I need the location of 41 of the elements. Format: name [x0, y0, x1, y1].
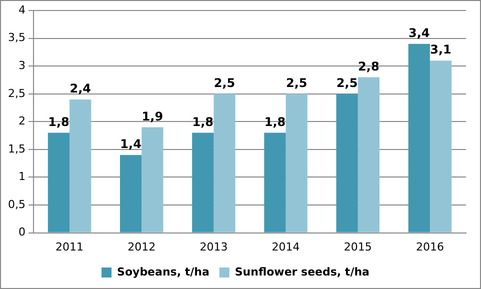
data-label: 3,4: [408, 26, 430, 40]
bar: [48, 132, 70, 232]
bar: [336, 94, 358, 232]
x-tick-label: 2016: [416, 240, 444, 254]
data-label: 2,5: [214, 76, 236, 90]
y-tick-label: 4: [18, 3, 26, 16]
bar: [192, 132, 214, 232]
y-tick-label: 2: [18, 114, 26, 128]
data-label: 1,8: [48, 114, 70, 129]
bar: [408, 44, 430, 232]
y-tick-label: 0,5: [8, 198, 26, 211]
bar: [142, 127, 164, 232]
y-tick-label: 2,5: [8, 86, 26, 100]
x-tick-label: 2011: [56, 240, 84, 254]
x-tick-label: 2013: [200, 240, 228, 254]
data-label: 1,8: [264, 114, 286, 129]
data-label: 3,1: [430, 42, 452, 57]
data-label: 2,8: [358, 59, 380, 74]
legend-label: Sunflower seeds, t/ha: [234, 265, 370, 278]
bar: [214, 94, 236, 232]
data-label: 2,5: [286, 76, 308, 90]
x-tick-label: 2014: [272, 240, 300, 254]
data-label: 1,9: [142, 109, 164, 124]
x-tick-label: 2012: [128, 240, 156, 254]
y-tick-label: 0: [18, 226, 26, 239]
bar: [286, 94, 308, 232]
x-tick-label: 2015: [344, 240, 372, 254]
data-label: 1,4: [120, 137, 142, 152]
data-label: 1,8: [192, 114, 214, 129]
y-tick-label: 1,5: [8, 142, 26, 156]
bar: [430, 60, 452, 232]
bar: [120, 155, 142, 232]
data-label: 2,4: [70, 82, 91, 96]
data-label: 2,5: [336, 76, 358, 90]
y-tick-label: 1: [18, 170, 26, 184]
bar: [264, 132, 286, 232]
y-tick-label: 3: [18, 59, 26, 72]
y-tick-label: 3,5: [8, 31, 26, 44]
bar: [358, 77, 380, 232]
legend-label: Soybeans, t/ha: [117, 265, 210, 278]
bar: [70, 99, 92, 232]
